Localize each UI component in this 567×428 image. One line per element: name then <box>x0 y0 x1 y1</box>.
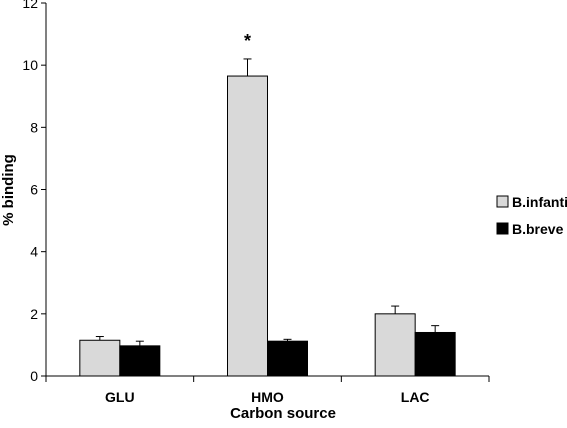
x-tick-label: HMO <box>251 389 284 405</box>
y-tick-label: 12 <box>22 0 38 11</box>
x-axis: GLU HMO LAC <box>45 375 490 405</box>
significance-marker: * <box>244 31 251 51</box>
y-axis-title: % binding <box>0 154 17 226</box>
error-bars <box>95 58 440 346</box>
y-tick-label: 4 <box>30 244 38 260</box>
y-tick-label: 0 <box>30 368 38 384</box>
y-axis: 0 2 4 6 8 10 12 <box>22 0 47 384</box>
bar <box>79 339 121 377</box>
legend-label: B.breve <box>512 221 564 237</box>
x-tick-label: LAC <box>401 389 430 405</box>
bar <box>119 345 161 377</box>
legend-swatch <box>496 195 509 208</box>
y-tick-label: 10 <box>22 57 38 73</box>
legend-label: B.infantis <box>512 194 567 210</box>
x-axis-title: Carbon source <box>230 405 336 422</box>
legend-swatch <box>496 222 509 235</box>
y-tick-label: 8 <box>30 119 38 135</box>
bar <box>267 340 308 377</box>
bar <box>227 75 268 377</box>
x-tick-label: GLU <box>105 389 135 405</box>
bar <box>374 313 416 377</box>
bar <box>414 331 456 377</box>
y-tick-label: 2 <box>30 306 38 322</box>
annotations: * <box>244 31 251 51</box>
bars <box>79 75 456 377</box>
y-tick-label: 6 <box>30 182 38 198</box>
legend: B.infantis B.breve <box>496 194 567 237</box>
